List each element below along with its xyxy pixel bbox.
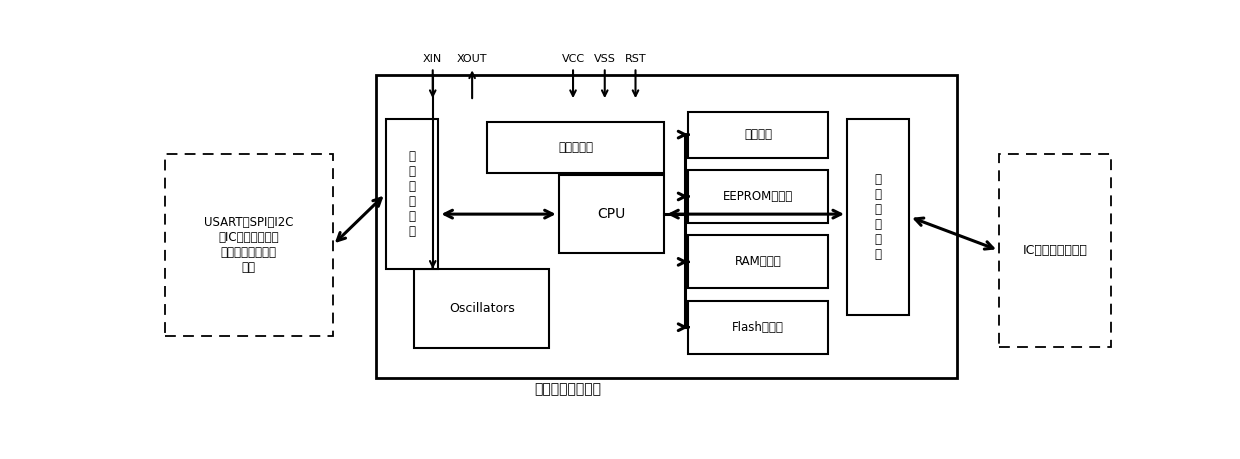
Bar [414,269,549,348]
Text: RAM存储器: RAM存储器 [734,255,781,269]
Text: 第
二
数
据
接
口: 第 二 数 据 接 口 [408,150,415,238]
Bar [847,119,909,315]
Text: 第
一
数
据
接
口: 第 一 数 据 接 口 [874,173,882,261]
Text: EEPROM存储器: EEPROM存储器 [723,190,794,203]
Bar [165,154,332,336]
Text: 加密模块: 加密模块 [744,128,773,141]
Text: USART、SPI、I2C
等IC卡智能燃气表
终端主控制器通信
接口: USART、SPI、I2C 等IC卡智能燃气表 终端主控制器通信 接口 [203,216,294,274]
Text: IC卡信息交换模块: IC卡信息交换模块 [1023,244,1087,257]
Text: XIN: XIN [423,54,443,64]
Text: Oscillators: Oscillators [449,302,515,315]
Bar [386,119,439,269]
Text: CPU: CPU [598,207,626,221]
Text: 信息安全管理模块: 信息安全管理模块 [534,382,601,396]
Bar [376,74,957,379]
Bar [558,175,665,253]
Text: XOUT: XOUT [456,54,487,64]
Text: VSS: VSS [594,54,616,64]
Bar [688,301,828,354]
Bar [688,235,828,288]
Text: Flash存储器: Flash存储器 [732,321,784,334]
Text: 程序下载口: 程序下载口 [558,141,593,154]
Text: RST: RST [625,54,646,64]
Bar [688,170,828,223]
Bar [998,154,1111,347]
Text: VCC: VCC [562,54,584,64]
Bar [688,112,828,157]
Bar [486,122,665,174]
